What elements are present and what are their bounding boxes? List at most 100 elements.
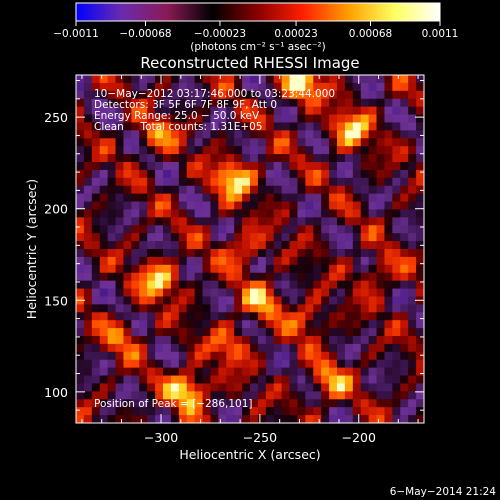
heatmap-cell: [99, 399, 109, 408]
heatmap-cell: [376, 122, 385, 131]
heatmap-cell: [91, 193, 101, 202]
heatmap-cell: [163, 280, 172, 289]
heatmap-cell: [257, 106, 267, 115]
heatmap-cell: [329, 217, 338, 226]
heatmap-cell: [234, 82, 243, 92]
heatmap-cell: [400, 162, 409, 171]
heatmap-cell: [257, 122, 267, 131]
heatmap-cell: [83, 201, 93, 210]
heatmap-cell: [257, 75, 267, 84]
heatmap-cell: [178, 233, 188, 242]
heatmap-cell: [257, 130, 267, 139]
heatmap-cell: [250, 328, 259, 337]
heatmap-cell: [210, 351, 219, 361]
heatmap-cell: [265, 375, 275, 384]
heatmap-cell: [400, 122, 409, 131]
heatmap-cell: [329, 367, 338, 376]
heatmap-cell: [344, 320, 354, 329]
heatmap-cell: [384, 90, 393, 100]
heatmap-cell: [408, 264, 417, 274]
heatmap-cell: [155, 177, 164, 187]
heatmap-cell: [155, 343, 164, 353]
heatmap-cell: [344, 256, 354, 266]
heatmap-cell: [163, 407, 172, 416]
heatmap-cell: [218, 320, 227, 329]
heatmap-cell: [139, 288, 148, 297]
heatmap-cell: [408, 185, 417, 195]
heatmap-cell: [242, 169, 251, 179]
heatmap-cell: [352, 122, 362, 131]
heatmap-cell: [392, 201, 401, 210]
heatmap-cell: [344, 177, 354, 187]
heatmap-cell: [194, 264, 203, 274]
heatmap-cell: [392, 98, 401, 108]
heatmap-cell: [368, 98, 377, 108]
heatmap-cell: [163, 351, 172, 361]
heatmap-cell: [265, 233, 275, 242]
heatmap-cell: [392, 328, 401, 337]
heatmap-cell: [123, 328, 132, 337]
heatmap-cell: [170, 193, 180, 202]
heatmap-cell: [337, 138, 346, 147]
heatmap-cell: [107, 177, 116, 187]
heatmap-cell: [257, 320, 267, 329]
heatmap-cell: [408, 98, 417, 108]
heatmap-cell: [186, 106, 196, 115]
heatmap-cell: [163, 233, 172, 242]
heatmap-cell: [242, 154, 251, 163]
heatmap-cell: [218, 130, 227, 139]
heatmap-cell: [163, 249, 172, 258]
heatmap-cell: [226, 272, 235, 282]
heatmap-cell: [178, 249, 188, 258]
heatmap-cell: [289, 320, 298, 329]
heatmap-cell: [131, 391, 140, 400]
heatmap-cell: [242, 130, 251, 139]
heatmap-cell: [131, 304, 140, 313]
heatmap-cell: [91, 225, 101, 234]
heatmap-cell: [226, 415, 235, 423]
heatmap-cell: [186, 75, 196, 84]
heatmap-cell: [321, 272, 330, 282]
heatmap-cell: [194, 241, 203, 250]
heatmap-cell: [139, 217, 148, 226]
heatmap-cell: [218, 375, 227, 384]
heatmap-cell: [329, 209, 338, 218]
heatmap-cell: [242, 336, 251, 345]
heatmap-cell: [297, 114, 306, 123]
heatmap-cell: [289, 336, 298, 345]
heatmap-cell: [281, 106, 290, 115]
heatmap-cell: [360, 130, 370, 139]
heatmap-cell: [186, 130, 196, 139]
heatmap-cell: [91, 82, 101, 92]
heatmap-cell: [281, 193, 290, 202]
heatmap-cell: [170, 122, 180, 131]
heatmap-cell: [131, 407, 140, 416]
heatmap-cell: [344, 82, 354, 92]
heatmap-cell: [131, 359, 140, 369]
heatmap-cell: [305, 336, 314, 345]
heatmap-cell: [202, 320, 211, 329]
heatmap-cell: [329, 312, 338, 321]
heatmap-cell: [416, 225, 424, 234]
heatmap-cell: [352, 193, 362, 202]
heatmap-cell: [202, 383, 211, 392]
heatmap-cell: [376, 256, 385, 266]
heatmap-cell: [289, 241, 298, 250]
heatmap-cell: [305, 272, 314, 282]
heatmap-cell: [257, 249, 267, 258]
heatmap-cell: [250, 130, 259, 139]
heatmap-cell: [376, 312, 385, 321]
heatmap-cell: [305, 169, 314, 179]
heatmap-cell: [313, 328, 322, 337]
heatmap-cell: [107, 256, 116, 266]
heatmap-cell: [392, 264, 401, 274]
heatmap-cell: [305, 351, 314, 361]
heatmap-cell: [163, 201, 172, 210]
heatmap-cell: [281, 154, 290, 163]
heatmap-cell: [329, 264, 338, 274]
heatmap-cell: [344, 272, 354, 282]
heatmap-cell: [170, 383, 180, 392]
heatmap-cell: [408, 272, 417, 282]
heatmap-cell: [297, 146, 306, 155]
heatmap-cell: [281, 209, 290, 218]
